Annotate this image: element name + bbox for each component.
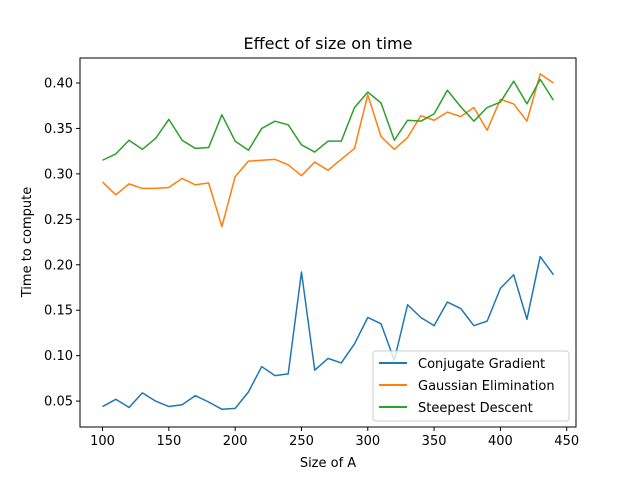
- y-tick-label: 0.40: [44, 76, 73, 91]
- legend-box: [372, 350, 570, 422]
- x-tick-label: 150: [156, 434, 181, 449]
- plot-lines: [102, 73, 555, 411]
- series-line-conjugate-gradient: [102, 255, 555, 411]
- x-tick-label: 450: [554, 434, 579, 449]
- y-tick-label: 0.05: [44, 395, 73, 410]
- chart-title: Effect of size on time: [244, 34, 413, 53]
- plot-frame: [79, 57, 577, 428]
- series-line-steepest-descent: [102, 78, 555, 161]
- x-tick-label: 350: [422, 434, 447, 449]
- legend: Conjugate Gradient Gaussian Elimination …: [372, 350, 570, 422]
- x-tick-label: 400: [488, 434, 513, 449]
- series-line-gaussian-elimination: [102, 73, 554, 228]
- legend-label-steepest-descent: Steepest Descent: [418, 401, 533, 416]
- y-tick-label: 0.35: [44, 122, 73, 137]
- y-axis-ticks: 0.05 0.10 0.15 0.20 0.25 0.30 0.35 0.40: [44, 76, 80, 410]
- x-axis-ticks: 100 150 200 250 300 350 400 450: [90, 427, 579, 449]
- x-axis-label: Size of A: [300, 456, 356, 471]
- legend-label-conjugate-gradient: Conjugate Gradient: [418, 357, 545, 372]
- x-tick-label: 300: [355, 434, 380, 449]
- y-tick-label: 0.15: [44, 304, 73, 319]
- legend-label-gaussian-elimination: Gaussian Elimination: [418, 379, 555, 394]
- x-tick-label: 200: [223, 434, 248, 449]
- x-tick-label: 250: [289, 434, 314, 449]
- y-axis-label: Time to compute: [20, 187, 35, 298]
- y-tick-label: 0.10: [44, 349, 73, 364]
- y-tick-label: 0.20: [44, 258, 73, 273]
- x-tick-label: 100: [90, 434, 115, 449]
- y-tick-label: 0.25: [44, 213, 73, 228]
- y-tick-label: 0.30: [44, 167, 73, 182]
